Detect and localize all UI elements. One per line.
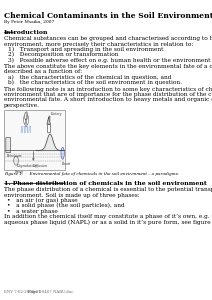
FancyBboxPatch shape [4, 110, 65, 170]
Bar [47, 124, 50, 133]
Text: environment. Soil is made up of three phases:: environment. Soil is made up of three ph… [4, 193, 140, 197]
Text: 2)   Decomposition or transformation: 2) Decomposition or transformation [8, 52, 119, 58]
Text: •   a water phase: • a water phase [7, 208, 57, 214]
Text: 1. Phase distribution of chemicals in the soil environment: 1. Phase distribution of chemicals in th… [4, 181, 207, 186]
Circle shape [26, 112, 27, 119]
Text: 1)   Transport and spreading in the soil environment: 1) Transport and spreading in the soil e… [8, 47, 163, 52]
Text: •   an air (or gas) phase: • an air (or gas) phase [7, 198, 77, 203]
Ellipse shape [14, 156, 18, 165]
Text: Petroleum: Petroleum [6, 154, 21, 158]
Text: Factory: Factory [50, 112, 62, 116]
Text: The phase distribution of a chemical is essential to the potential transport of : The phase distribution of a chemical is … [4, 187, 212, 192]
Text: perspective.: perspective. [4, 103, 40, 108]
Text: Chemical Contaminants in the Soil Environment: Chemical Contaminants in the Soil Enviro… [4, 12, 212, 20]
Bar [49, 116, 50, 121]
Circle shape [25, 115, 27, 127]
Text: a)   the characteristics of the chemical in question, and: a) the characteristics of the chemical i… [8, 75, 172, 80]
Text: ENV 7-02-2006-01-0467 NABU.doc: ENV 7-02-2006-01-0467 NABU.doc [4, 290, 73, 294]
Text: Introduction: Introduction [4, 30, 49, 34]
Text: 3)   Possible adverse effect on e.g. human health or the environment: 3) Possible adverse effect on e.g. human… [8, 58, 211, 63]
Text: By Peter Msaika, 2007: By Peter Msaika, 2007 [4, 20, 54, 24]
Text: The above constitute the key elements in the environmental fate of a chemical su: The above constitute the key elements in… [4, 64, 212, 69]
Text: aqueous phase liquid (NAPL) or as a solid in it’s pure form, see figure 2.: aqueous phase liquid (NAPL) or as a soli… [4, 220, 212, 225]
Text: environmental fate. A short introduction to heavy metals and organic chemicals i: environmental fate. A short introduction… [4, 98, 212, 102]
Text: described as a function of:: described as a function of: [4, 70, 82, 74]
Text: Page 1: Page 1 [28, 290, 41, 294]
Circle shape [25, 112, 26, 120]
Text: b)   the characteristics of the soil environment in question.: b) the characteristics of the soil envir… [8, 80, 182, 86]
Circle shape [24, 115, 26, 124]
Polygon shape [47, 117, 50, 124]
Text: Dump: Dump [14, 169, 23, 174]
Ellipse shape [61, 147, 64, 159]
Text: Chemical substances can be grouped and characterised according to how they behav: Chemical substances can be grouped and c… [4, 36, 212, 41]
Text: The following note is an introduction to some key characteristics of chemicals a: The following note is an introduction to… [4, 87, 212, 92]
Text: Beach: Beach [61, 162, 70, 166]
Circle shape [26, 115, 28, 124]
Text: In addition the chemical itself may constitute a phase of it’s own, e.g. if it i: In addition the chemical itself may cons… [4, 214, 212, 220]
Text: Degradation: Degradation [16, 164, 36, 167]
Text: Figure 1:     Environmental fate of chemicals in the soil environment – a paradi: Figure 1: Environmental fate of chemical… [4, 172, 179, 176]
FancyBboxPatch shape [6, 137, 11, 153]
Text: •   a solid phase (the soil particles), and: • a solid phase (the soil particles), an… [7, 203, 124, 208]
Text: environment that are of importance for the phase distribution of the chemicals a: environment that are of importance for t… [4, 92, 212, 97]
Text: environment, more precisely their characteristics in relation to:: environment, more precisely their charac… [4, 41, 193, 46]
Text: Diffusion: Diffusion [32, 164, 47, 167]
